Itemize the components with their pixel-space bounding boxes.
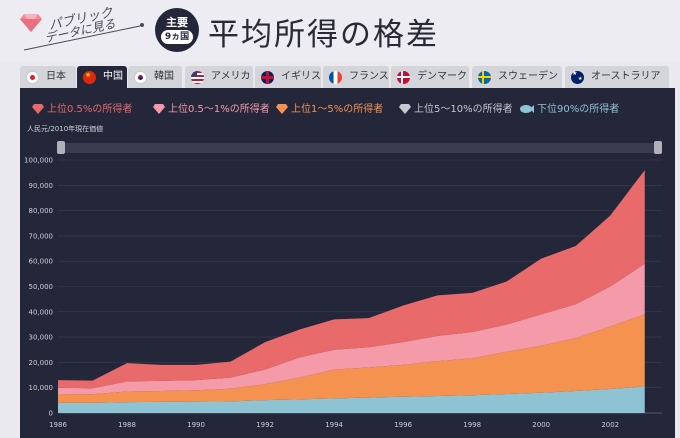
tab-label: 中国 — [103, 71, 123, 82]
uk-flag-icon — [261, 71, 274, 84]
diamond-logo-icon — [20, 14, 42, 32]
major-countries-badge: 主要 9ヵ国 — [155, 8, 199, 52]
logo-underline-icon — [23, 23, 144, 51]
y-axis-label: 人民元/2010年現在価値 — [27, 125, 104, 133]
tab-australia[interactable]: ★ ★ オーストラリア — [565, 66, 669, 88]
area-series-1[interactable] — [58, 314, 645, 403]
page-title: 平均所得の格差 — [208, 17, 439, 53]
legend-item-top-0-5[interactable]: 上位0.5%の所得者 — [32, 100, 132, 115]
x-tick-label: 1990 — [187, 421, 205, 429]
legend-item-bottom-90[interactable]: 下位90%の所得者 — [520, 100, 619, 115]
x-tick-label: 1994 — [325, 421, 343, 429]
tab-label: オーストラリア — [591, 71, 661, 82]
usa-flag-icon — [191, 71, 204, 84]
tab-label: スウェーデン — [498, 71, 558, 82]
denmark-flag-icon — [397, 71, 410, 84]
legend-label: 上位0.5～1%の所得者 — [168, 104, 270, 115]
legend-label: 上位1～5%の所得者 — [291, 104, 384, 115]
diamond-gem-icon — [276, 104, 288, 114]
y-tick-label: 90,000 — [29, 182, 54, 190]
y-tick-label: 40,000 — [29, 308, 54, 316]
diamond-gem-icon — [399, 104, 411, 114]
area-series-3[interactable] — [58, 170, 645, 389]
area-series-2[interactable] — [58, 263, 645, 395]
diamond-gem-icon — [32, 104, 44, 114]
y-tick-label: 100,000 — [24, 157, 53, 165]
range-slider-track[interactable] — [57, 143, 661, 153]
tab-denmark[interactable]: デンマーク — [391, 66, 469, 88]
france-flag-icon — [329, 71, 342, 84]
legend-label: 下位90%の所得者 — [537, 104, 620, 115]
fish-icon — [520, 105, 534, 113]
australia-flag-icon: ★ ★ — [571, 71, 584, 84]
china-flag-icon: ★ — [83, 71, 96, 84]
x-tick-label: 2002 — [601, 421, 619, 429]
header: パブリック データに見る 主要 9ヵ国 平均所得の格差 — [0, 0, 680, 62]
tab-label: 日本 — [46, 71, 66, 82]
tab-label: フランス — [349, 71, 389, 82]
tab-label: デンマーク — [417, 71, 467, 82]
legend-label: 上位5～10%の所得者 — [414, 104, 513, 115]
korea-flag-icon — [134, 71, 147, 84]
tab-korea[interactable]: 韓国 — [128, 66, 182, 88]
y-tick-label: 30,000 — [29, 334, 54, 342]
x-tick-label: 1988 — [118, 421, 136, 429]
legend-item-top-1-5[interactable]: 上位1～5%の所得者 — [276, 100, 383, 115]
y-tick-label: 60,000 — [29, 258, 54, 266]
country-tabs: 日本 ★ 中国 韓国 アメリカ イギリス フランス デンマーク スウェーデン ★… — [0, 62, 680, 90]
area-series-0[interactable] — [58, 386, 645, 413]
y-tick-label: 20,000 — [29, 359, 54, 367]
range-slider-right-handle[interactable] — [654, 141, 662, 154]
x-tick-label: 1996 — [394, 421, 412, 429]
y-tick-label: 70,000 — [29, 232, 54, 240]
legend-label: 上位0.5%の所得者 — [47, 104, 133, 115]
badge-top-text: 主要 — [166, 16, 188, 29]
tab-france[interactable]: フランス — [323, 66, 389, 88]
tab-uk[interactable]: イギリス — [255, 66, 321, 88]
y-tick-label: 10,000 — [29, 384, 54, 392]
sweden-flag-icon — [478, 71, 491, 84]
badge-bottom-text: 9ヵ国 — [161, 30, 193, 44]
tab-label: 韓国 — [154, 71, 174, 82]
tab-japan[interactable]: 日本 — [20, 66, 76, 88]
tab-sweden[interactable]: スウェーデン — [472, 66, 562, 88]
y-tick-label: 0 — [49, 410, 53, 418]
tab-usa[interactable]: アメリカ — [185, 66, 253, 88]
y-tick-label: 50,000 — [29, 283, 54, 291]
japan-flag-icon — [26, 71, 39, 84]
x-tick-label: 1998 — [463, 421, 481, 429]
legend-item-top-5-10[interactable]: 上位5～10%の所得者 — [399, 100, 513, 115]
legend-item-top-0-5-1[interactable]: 上位0.5～1%の所得者 — [153, 100, 270, 115]
x-tick-label: 1992 — [256, 421, 274, 429]
logo[interactable]: パブリック データに見る — [20, 5, 150, 54]
x-tick-label: 1986 — [49, 421, 67, 429]
range-slider-left-handle[interactable] — [57, 141, 65, 154]
diamond-gem-icon — [153, 104, 165, 114]
tab-china[interactable]: ★ 中国 — [77, 66, 127, 90]
x-tick-label: 2000 — [532, 421, 550, 429]
tab-label: アメリカ — [211, 71, 251, 82]
tab-label: イギリス — [281, 71, 321, 82]
y-tick-label: 80,000 — [29, 207, 54, 215]
